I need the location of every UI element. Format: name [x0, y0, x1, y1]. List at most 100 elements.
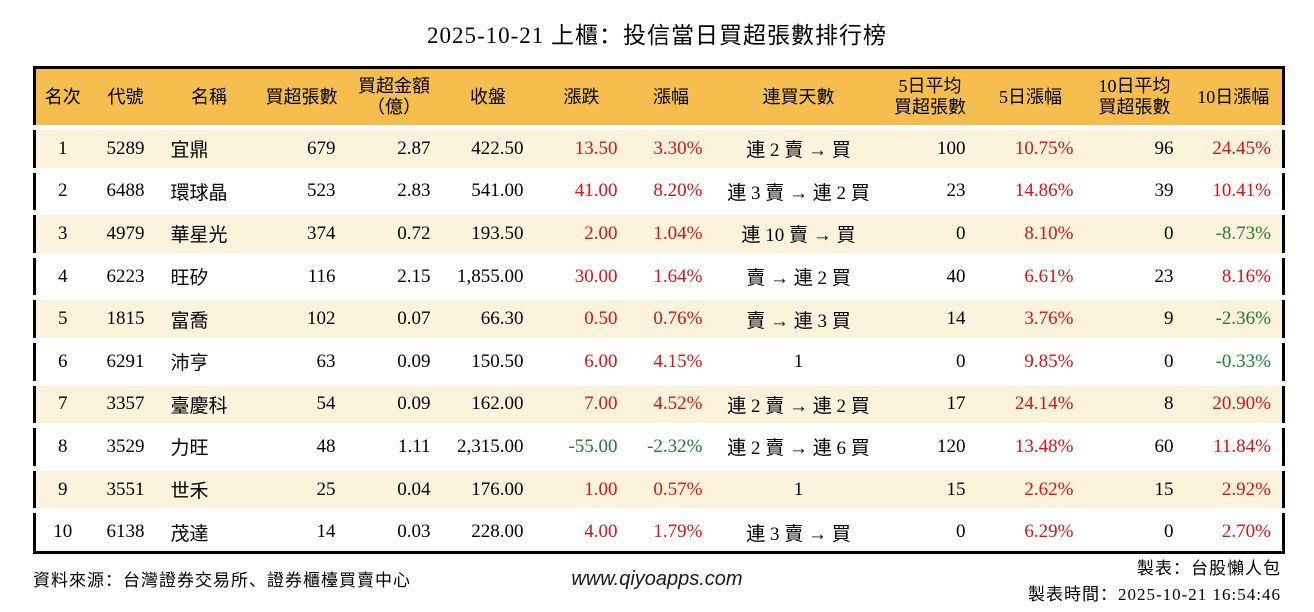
- cell-net-buy-volume: 54: [256, 380, 347, 426]
- cell-name: 旺矽: [161, 252, 257, 298]
- column-header-pct10: 10日漲幅: [1184, 67, 1284, 129]
- cell-change-pct: 8.20%: [628, 167, 714, 213]
- table-row: 6 6291 沛亨 63 0.09 150.50 6.00 4.15% 1 0 9.85% 0 -0.3…: [34, 337, 1284, 384]
- cell-close: 541.00: [441, 167, 535, 213]
- page-title: 2025-10-21 上櫃：投信當日買超張數排行榜: [426, 23, 888, 48]
- cell-pct10: -8.73%: [1184, 210, 1284, 256]
- cell-rank: 1: [34, 125, 90, 171]
- report-timestamp: 製表時間：2025-10-21 16:54:46: [1027, 585, 1281, 604]
- cell-net-buy-amount: 0.04: [346, 465, 442, 511]
- cell-avg10-volume: 0: [1084, 210, 1185, 256]
- cell-change: 6.00: [534, 337, 629, 384]
- cell-change-pct: 1.64%: [628, 252, 714, 298]
- cell-streak-days: 連 10 賣 → 買: [713, 210, 884, 256]
- cell-change-pct: 0.76%: [628, 295, 714, 341]
- cell-avg5-volume: 23: [883, 167, 977, 213]
- cell-avg5-volume: 0: [883, 210, 977, 256]
- cell-change-pct: 1.04%: [628, 210, 714, 256]
- cell-pct5: 3.76%: [976, 295, 1085, 341]
- cell-change: 4.00: [534, 508, 629, 553]
- table-header-row: 名次 代號 名稱 買超張數 買超金額 （億） 收盤 漲跌 漲幅 連買天數 5日平…: [34, 67, 1284, 129]
- cell-code: 6223: [89, 252, 162, 298]
- website-url: www.qiyoapps.com: [571, 568, 743, 590]
- cell-avg10-volume: 96: [1084, 125, 1185, 171]
- cell-close: 1,855.00: [441, 252, 535, 298]
- cell-code: 3551: [89, 465, 162, 511]
- cell-avg5-volume: 0: [883, 337, 977, 384]
- cell-code: 3529: [89, 423, 162, 469]
- cell-change-pct: 4.15%: [628, 337, 714, 384]
- cell-pct5: 13.48%: [976, 423, 1085, 469]
- cell-code: 6138: [89, 508, 162, 553]
- column-header-close: 收盤: [441, 67, 535, 129]
- column-header-change-pct: 漲幅: [628, 67, 714, 129]
- cell-change: 2.00: [534, 210, 629, 256]
- cell-pct10: -2.36%: [1184, 295, 1284, 341]
- ranking-table: 名次 代號 名稱 買超張數 買超金額 （億） 收盤 漲跌 漲幅 連買天數 5日平…: [33, 66, 1285, 554]
- cell-net-buy-amount: 2.15: [346, 252, 442, 298]
- cell-streak-days: 連 2 賣 → 連 2 買: [713, 380, 884, 426]
- cell-rank: 8: [34, 423, 90, 469]
- cell-pct5: 6.29%: [976, 508, 1085, 553]
- cell-rank: 3: [34, 210, 90, 256]
- column-header-net-buy-amount: 買超金額 （億）: [346, 67, 442, 129]
- ranking-table-container: 名次 代號 名稱 買超張數 買超金額 （億） 收盤 漲跌 漲幅 連買天數 5日平…: [33, 66, 1285, 554]
- column-header-net-buy-volume: 買超張數: [256, 67, 347, 129]
- cell-change: 30.00: [534, 252, 629, 298]
- table-row: 7 3357 臺慶科 54 0.09 162.00 7.00 4.52% 連 2 賣 → 連 2…: [34, 380, 1284, 426]
- table-row: 9 3551 世禾 25 0.04 176.00 1.00 0.57% 1 15 2.62% 15 2.…: [34, 465, 1284, 511]
- cell-rank: 6: [34, 337, 90, 384]
- cell-code: 5289: [89, 125, 162, 171]
- cell-net-buy-amount: 0.03: [346, 508, 442, 553]
- cell-avg5-volume: 120: [883, 423, 977, 469]
- cell-pct10: -0.33%: [1184, 337, 1284, 384]
- cell-name: 富喬: [161, 295, 257, 341]
- cell-pct10: 10.41%: [1184, 167, 1284, 213]
- cell-change-pct: 3.30%: [628, 125, 714, 171]
- table-row: 5 1815 富喬 102 0.07 66.30 0.50 0.76% 賣 → 連 3 買 14 3…: [34, 295, 1284, 341]
- cell-pct10: 20.90%: [1184, 380, 1284, 426]
- cell-net-buy-volume: 374: [256, 210, 347, 256]
- cell-name: 沛亨: [161, 337, 257, 384]
- cell-close: 162.00: [441, 380, 535, 426]
- cell-close: 193.50: [441, 210, 535, 256]
- cell-pct10: 24.45%: [1184, 125, 1284, 171]
- cell-streak-days: 1: [713, 465, 884, 511]
- cell-avg10-volume: 60: [1084, 423, 1185, 469]
- cell-change: -55.00: [534, 423, 629, 469]
- cell-code: 1815: [89, 295, 162, 341]
- cell-rank: 10: [34, 508, 90, 553]
- cell-net-buy-amount: 2.83: [346, 167, 442, 213]
- cell-net-buy-amount: 0.72: [346, 210, 442, 256]
- cell-name: 力旺: [161, 423, 257, 469]
- cell-change: 7.00: [534, 380, 629, 426]
- cell-pct5: 10.75%: [976, 125, 1085, 171]
- cell-pct10: 2.70%: [1184, 508, 1284, 553]
- cell-name: 宜鼎: [161, 125, 257, 171]
- cell-pct5: 8.10%: [976, 210, 1085, 256]
- cell-rank: 2: [34, 167, 90, 213]
- cell-avg10-volume: 0: [1084, 508, 1185, 553]
- cell-pct10: 2.92%: [1184, 465, 1284, 511]
- cell-net-buy-volume: 48: [256, 423, 347, 469]
- cell-change: 0.50: [534, 295, 629, 341]
- cell-net-buy-amount: 0.09: [346, 337, 442, 384]
- cell-change-pct: 1.79%: [628, 508, 714, 553]
- cell-pct5: 24.14%: [976, 380, 1085, 426]
- report-credits: 製表：台股懶人包 製表時間：2025-10-21 16:54:46: [1028, 556, 1281, 608]
- cell-change-pct: 0.57%: [628, 465, 714, 511]
- cell-avg5-volume: 17: [883, 380, 977, 426]
- cell-code: 3357: [89, 380, 162, 426]
- cell-rank: 9: [34, 465, 90, 511]
- cell-avg5-volume: 0: [883, 508, 977, 553]
- cell-net-buy-volume: 523: [256, 167, 347, 213]
- cell-close: 228.00: [441, 508, 535, 553]
- report-author: 製表：台股懶人包: [1137, 559, 1281, 578]
- cell-avg5-volume: 15: [883, 465, 977, 511]
- column-header-name: 名稱: [161, 67, 257, 129]
- cell-code: 4979: [89, 210, 162, 256]
- cell-change: 1.00: [534, 465, 629, 511]
- cell-streak-days: 連 2 賣 → 買: [713, 125, 884, 171]
